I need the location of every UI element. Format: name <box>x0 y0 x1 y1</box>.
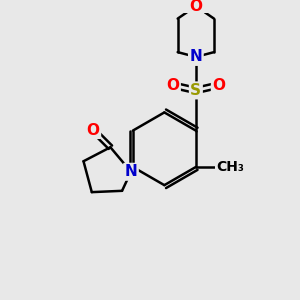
Text: O: O <box>167 78 179 93</box>
Text: O: O <box>189 0 203 14</box>
Text: S: S <box>190 83 201 98</box>
Text: N: N <box>124 164 137 179</box>
Text: O: O <box>212 78 225 93</box>
Text: O: O <box>87 122 100 137</box>
Text: N: N <box>190 50 202 64</box>
Text: CH₃: CH₃ <box>216 160 244 174</box>
